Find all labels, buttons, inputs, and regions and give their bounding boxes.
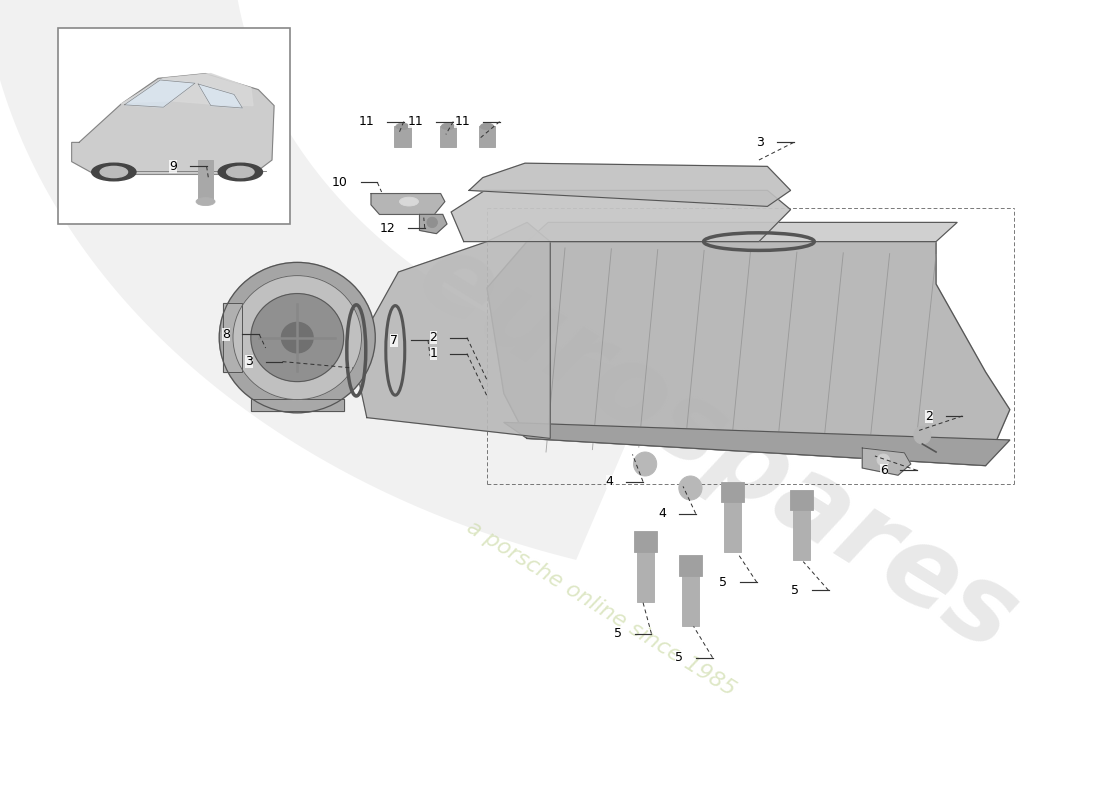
Text: 7: 7: [390, 334, 398, 346]
Ellipse shape: [427, 217, 438, 227]
PathPatch shape: [0, 0, 844, 560]
Polygon shape: [862, 448, 911, 475]
Ellipse shape: [441, 123, 454, 130]
Text: 8: 8: [222, 328, 230, 341]
Bar: [790, 490, 813, 510]
Ellipse shape: [914, 426, 931, 444]
Bar: [682, 568, 698, 626]
Text: eurospares: eurospares: [398, 222, 1035, 674]
Polygon shape: [121, 74, 253, 106]
Bar: [251, 399, 343, 411]
Polygon shape: [527, 222, 957, 242]
Bar: [58, 28, 290, 224]
Bar: [223, 303, 242, 372]
Ellipse shape: [100, 166, 128, 178]
Bar: [198, 160, 213, 202]
Polygon shape: [504, 422, 1010, 466]
Polygon shape: [419, 214, 447, 234]
Polygon shape: [353, 222, 550, 438]
Ellipse shape: [634, 452, 657, 476]
Text: 5: 5: [675, 651, 683, 664]
Bar: [720, 482, 745, 502]
Polygon shape: [487, 242, 1010, 466]
Text: 10: 10: [332, 176, 348, 189]
Text: a porsche online since 1985: a porsche online since 1985: [463, 517, 739, 699]
Ellipse shape: [282, 322, 314, 353]
Bar: [478, 126, 495, 147]
Polygon shape: [371, 194, 444, 214]
Polygon shape: [451, 190, 791, 242]
Bar: [440, 126, 456, 147]
Text: 12: 12: [379, 222, 395, 234]
Bar: [634, 531, 657, 552]
Text: 2: 2: [925, 410, 933, 422]
Ellipse shape: [227, 166, 254, 178]
Ellipse shape: [877, 454, 890, 466]
Text: 4: 4: [658, 507, 667, 520]
Ellipse shape: [196, 198, 214, 206]
Text: 1: 1: [430, 347, 438, 360]
Polygon shape: [469, 163, 791, 206]
Text: 3: 3: [245, 355, 253, 368]
Text: 11: 11: [454, 115, 470, 128]
Text: 2: 2: [430, 331, 438, 344]
Ellipse shape: [218, 163, 263, 181]
Polygon shape: [198, 84, 242, 108]
Bar: [724, 494, 741, 552]
Ellipse shape: [399, 198, 418, 206]
Ellipse shape: [219, 262, 375, 413]
Bar: [637, 544, 653, 602]
Text: 5: 5: [719, 576, 727, 589]
Text: 9: 9: [169, 160, 177, 173]
Ellipse shape: [251, 294, 343, 382]
Text: 6: 6: [880, 464, 888, 477]
Text: 3: 3: [757, 136, 764, 149]
Text: 4: 4: [606, 475, 614, 488]
Text: 5: 5: [791, 584, 799, 597]
Bar: [251, 399, 343, 411]
Bar: [679, 555, 702, 576]
Text: 11: 11: [359, 115, 374, 128]
Ellipse shape: [480, 123, 494, 130]
Ellipse shape: [91, 163, 136, 181]
Bar: [223, 303, 242, 372]
Text: 11: 11: [408, 115, 424, 128]
Bar: [793, 502, 810, 560]
Ellipse shape: [396, 123, 409, 130]
Ellipse shape: [233, 275, 362, 400]
Text: 5: 5: [614, 627, 622, 640]
Bar: [394, 126, 411, 147]
Ellipse shape: [679, 476, 702, 500]
Polygon shape: [72, 74, 274, 174]
Polygon shape: [124, 80, 195, 107]
